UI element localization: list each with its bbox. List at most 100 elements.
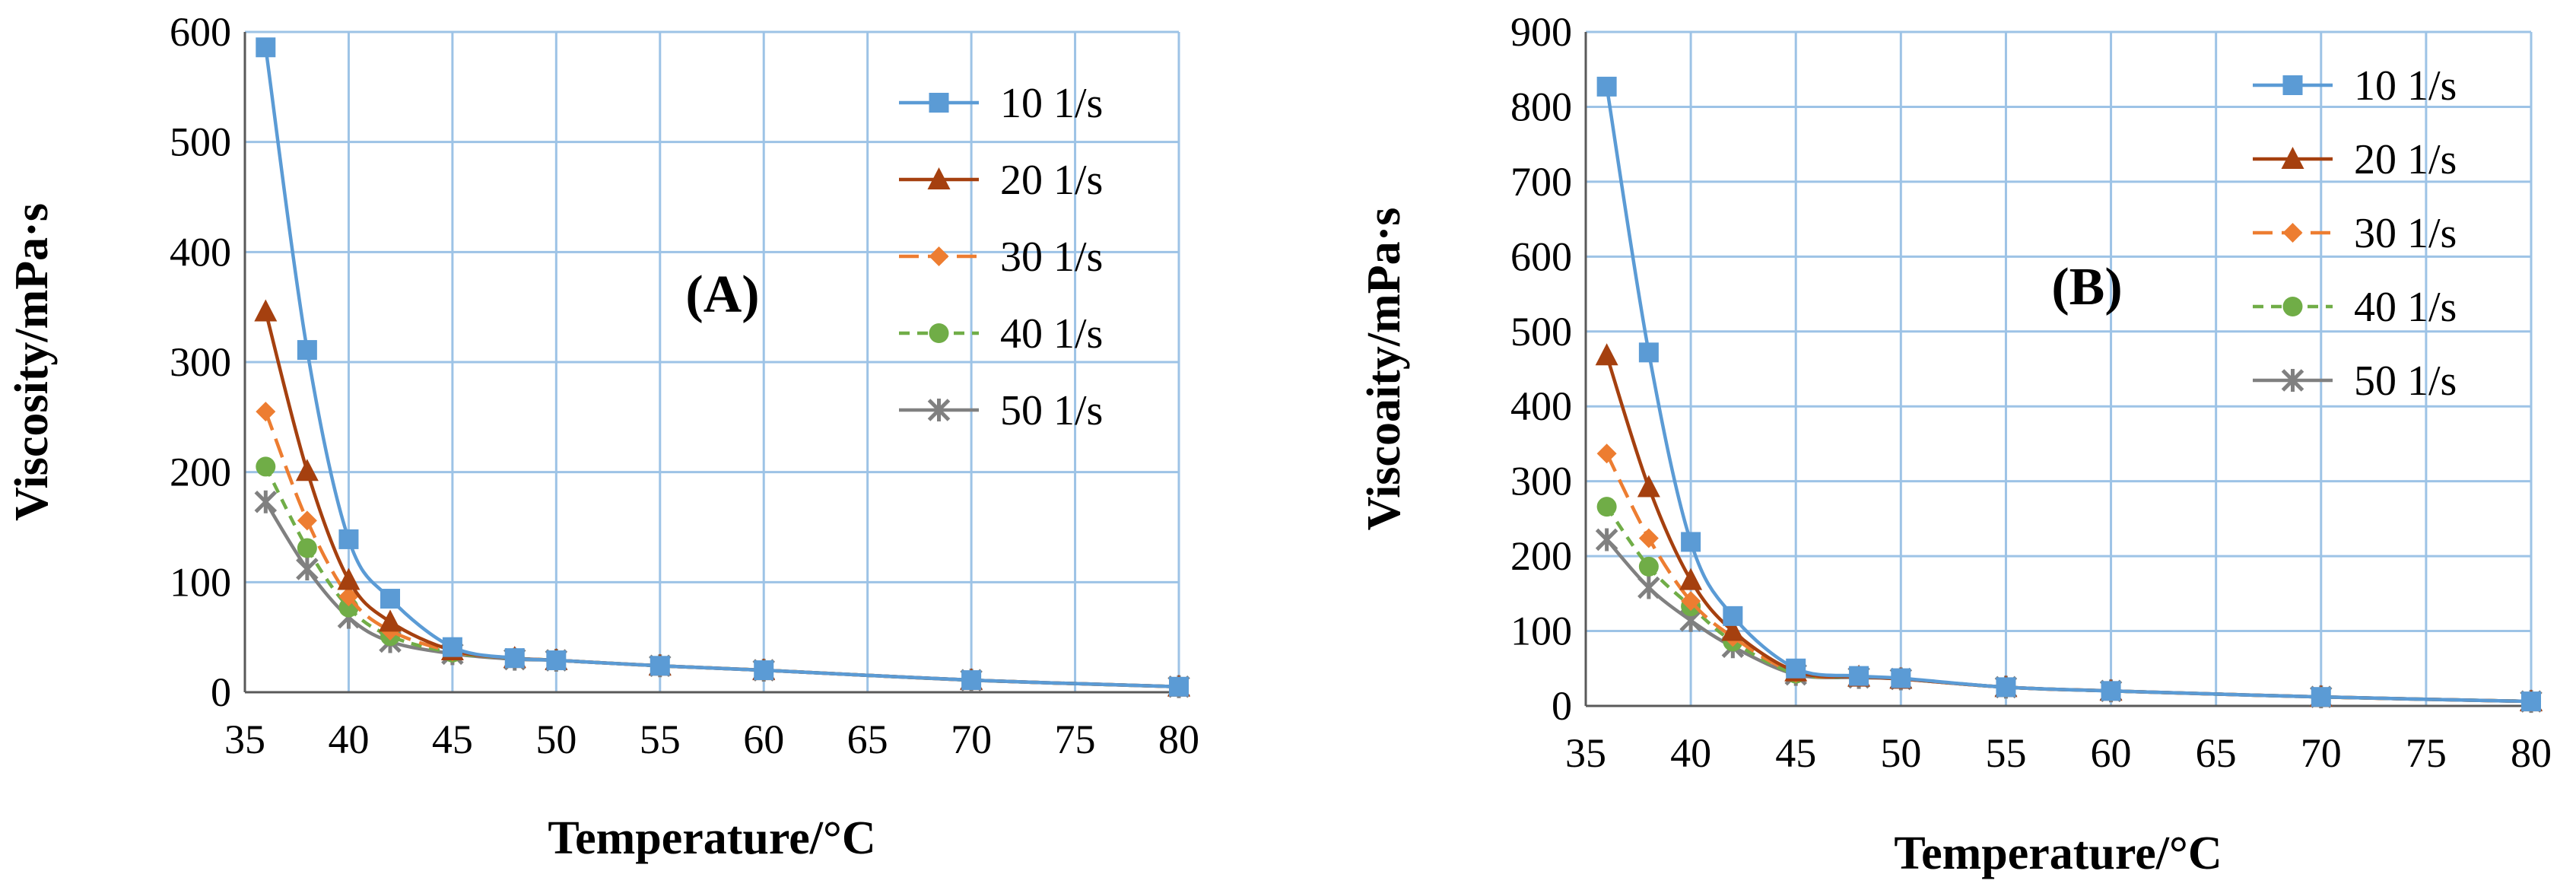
y-tick-label: 500 — [1510, 309, 1572, 354]
y-tick-label: 100 — [170, 559, 231, 605]
x-axis-title: Temperature/°C — [548, 812, 875, 864]
data-point — [256, 456, 276, 477]
y-axis-title: Viscosity/mPa·s — [6, 203, 58, 521]
y-tick-label: 800 — [1510, 84, 1572, 129]
y-tick-label: 700 — [1510, 159, 1572, 205]
data-point — [1681, 591, 1701, 612]
data-point — [296, 557, 319, 580]
data-point — [1996, 677, 2016, 698]
legend-marker — [2282, 75, 2303, 95]
data-point — [961, 670, 982, 691]
x-tick-label: 65 — [847, 717, 888, 762]
legend-label: 10 1/s — [1000, 80, 1103, 127]
data-point — [1679, 567, 1703, 590]
legend-label: 40 1/s — [1000, 310, 1103, 358]
legend-label: 20 1/s — [2354, 136, 2457, 183]
data-point — [1596, 76, 1617, 97]
x-tick-label: 40 — [1670, 730, 1711, 776]
data-point — [1638, 342, 1659, 363]
data-point — [297, 340, 317, 361]
series-10-1-s — [256, 37, 1189, 697]
data-point — [1595, 528, 1618, 551]
data-point — [1681, 532, 1701, 552]
x-tick-label: 70 — [951, 717, 992, 762]
data-point — [295, 459, 319, 482]
data-point — [297, 510, 317, 531]
data-point — [337, 567, 361, 590]
legend-marker — [927, 399, 951, 421]
legend-marker — [2282, 223, 2303, 243]
data-point — [338, 529, 359, 549]
legend-label: 50 1/s — [2354, 358, 2457, 405]
x-tick-label: 35 — [224, 717, 265, 762]
y-tick-label: 300 — [1510, 459, 1572, 504]
panel-label: (B) — [2051, 258, 2122, 316]
legend: 10 1/s 20 1/s 30 1/s 40 1/s 50 1/s — [2253, 62, 2457, 405]
legend-label: 50 1/s — [1000, 387, 1103, 434]
data-point — [1721, 618, 1745, 641]
legend-marker — [929, 93, 949, 113]
chart-panel-b: 35 40 45 50 55 60 65 70 75 8001002003004005006007… — [1358, 9, 2552, 879]
data-point — [256, 402, 276, 422]
data-point — [338, 586, 359, 607]
data-point — [754, 660, 774, 681]
series-10-1-s — [1596, 76, 2541, 712]
legend-marker — [927, 167, 951, 189]
x-tick-label: 55 — [640, 717, 681, 762]
data-point — [1849, 666, 1869, 686]
data-point — [256, 37, 276, 58]
data-point — [297, 538, 317, 558]
data-point — [2101, 681, 2121, 701]
x-tick-label: 50 — [1880, 730, 1921, 776]
x-tick-label: 40 — [328, 717, 369, 762]
x-tick-label: 45 — [432, 717, 473, 762]
data-point — [1786, 658, 1806, 679]
data-point — [1169, 676, 1189, 697]
data-point — [379, 609, 402, 632]
y-tick-label: 0 — [211, 669, 231, 715]
data-point — [254, 299, 278, 322]
data-point — [1595, 343, 1618, 366]
legend: 10 1/s 20 1/s 30 1/s 40 1/s 50 1/s — [899, 80, 1103, 434]
y-axis-title: Viscoaity/mPa·s — [1358, 208, 1410, 531]
data-point — [546, 650, 567, 671]
data-point — [1638, 556, 1659, 577]
legend-marker — [929, 246, 949, 266]
y-tick-label: 200 — [170, 450, 231, 495]
data-point — [1637, 576, 1660, 599]
y-tick-label: 0 — [1552, 683, 1572, 729]
legend-label: 30 1/s — [2354, 210, 2457, 257]
x-tick-label: 80 — [1158, 717, 1199, 762]
y-tick-label: 200 — [1510, 533, 1572, 579]
data-point — [1723, 606, 1743, 626]
legend-label: 40 1/s — [2354, 284, 2457, 331]
data-point — [1891, 668, 1911, 688]
legend-marker — [2281, 147, 2304, 169]
x-tick-label: 70 — [2301, 730, 2342, 776]
legend-marker — [929, 323, 949, 343]
y-tick-label: 400 — [1510, 383, 1572, 429]
y-tick-label: 900 — [1510, 9, 1572, 55]
y-tick-label: 100 — [1510, 609, 1572, 654]
x-tick-label: 60 — [2091, 730, 2132, 776]
x-tick-label: 75 — [2406, 730, 2447, 776]
data-point — [2521, 691, 2541, 712]
legend-label: 20 1/s — [1000, 157, 1103, 204]
plot-area — [1586, 32, 2531, 706]
data-point — [442, 637, 462, 657]
y-tick-label: 500 — [170, 119, 231, 165]
x-tick-label: 45 — [1775, 730, 1816, 776]
y-tick-label: 600 — [170, 9, 231, 55]
x-tick-label: 80 — [2511, 730, 2552, 776]
x-tick-label: 65 — [2196, 730, 2237, 776]
x-tick-label: 60 — [743, 717, 784, 762]
legend-label: 30 1/s — [1000, 234, 1103, 281]
data-point — [380, 589, 401, 609]
y-tick-label: 600 — [1510, 234, 1572, 279]
chart-panel-a: 35 40 45 50 55 60 65 70 75 80 0 100 200 300 400 500 600 T… — [6, 9, 1199, 864]
x-tick-label: 55 — [1985, 730, 2026, 776]
data-point — [1596, 443, 1617, 464]
x-tick-label: 50 — [535, 717, 577, 762]
data-point — [1638, 528, 1659, 548]
